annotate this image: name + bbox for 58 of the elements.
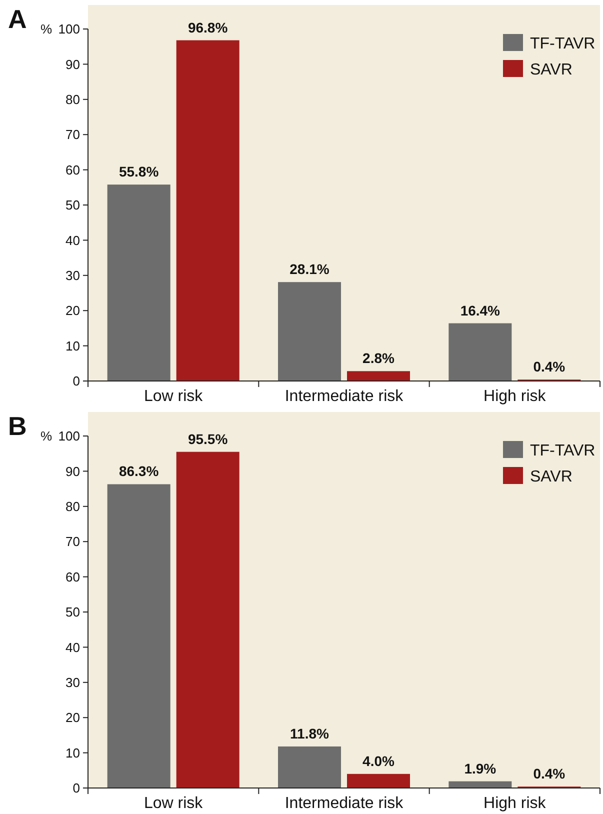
data-label: 55.8% [118,164,160,180]
bar [107,484,170,788]
chart-title: B [8,411,27,441]
y-tick-label: 10 [66,745,80,760]
data-label: 86.3% [118,463,160,480]
data-label: 0.4% [533,766,566,782]
bar [278,282,341,381]
data-label: 1.9% [464,760,497,776]
y-tick-label: 80 [66,498,80,514]
y-tick-label: 50 [66,604,80,620]
x-tick-label: Low risk [144,795,204,812]
y-tick-label: 20 [66,710,80,726]
bar [278,746,341,788]
x-tick-label: High risk [484,388,547,405]
y-axis-title: % [40,428,52,444]
bar [448,781,512,788]
legend-label: TF-TAVR [530,442,596,460]
y-tick-label: 70 [66,534,80,550]
data-label: 0.4% [533,358,566,375]
y-tick-label: 30 [66,674,80,690]
bar [107,184,170,381]
data-label: 95.5% [188,430,228,447]
legend-label: SAVR [530,62,572,79]
bar [176,40,240,381]
bar [347,371,410,381]
x-tick-label: Low risk [144,388,204,405]
bar [448,323,512,381]
y-tick-label: 60 [66,162,80,178]
data-label: 96.8% [188,19,228,36]
y-tick-label: 100 [58,428,80,444]
y-tick-label: 50 [66,198,80,213]
y-tick-label: 90 [66,464,80,479]
legend-label: SAVR [530,468,572,486]
data-label: 16.4% [460,302,501,318]
bar [176,452,240,788]
chart-title: A [8,4,27,34]
x-tick-label: High risk [484,795,547,812]
data-label: 2.8% [362,350,395,366]
data-label: 28.1% [290,261,330,278]
y-tick-label: 70 [66,127,80,142]
bar [347,774,410,788]
y-tick-label: 0 [72,780,80,796]
y-tick-label: 60 [66,569,80,584]
data-label: 4.0% [362,752,395,769]
x-tick-label: Intermediate risk [284,388,404,405]
y-tick-label: 30 [66,268,80,283]
y-tick-label: 80 [66,92,80,107]
y-tick-label: 0 [72,374,80,389]
y-axis-title: % [40,22,52,37]
x-tick-label: Intermediate risk [284,795,404,812]
y-tick-label: 100 [58,22,80,37]
data-label: 11.8% [290,725,330,742]
legend-label: TF-TAVR [530,36,596,53]
y-tick-label: 40 [66,640,80,655]
y-tick-label: 40 [66,232,80,248]
y-tick-label: 20 [66,303,80,318]
y-tick-label: 10 [66,338,80,354]
y-tick-label: 90 [66,56,80,72]
